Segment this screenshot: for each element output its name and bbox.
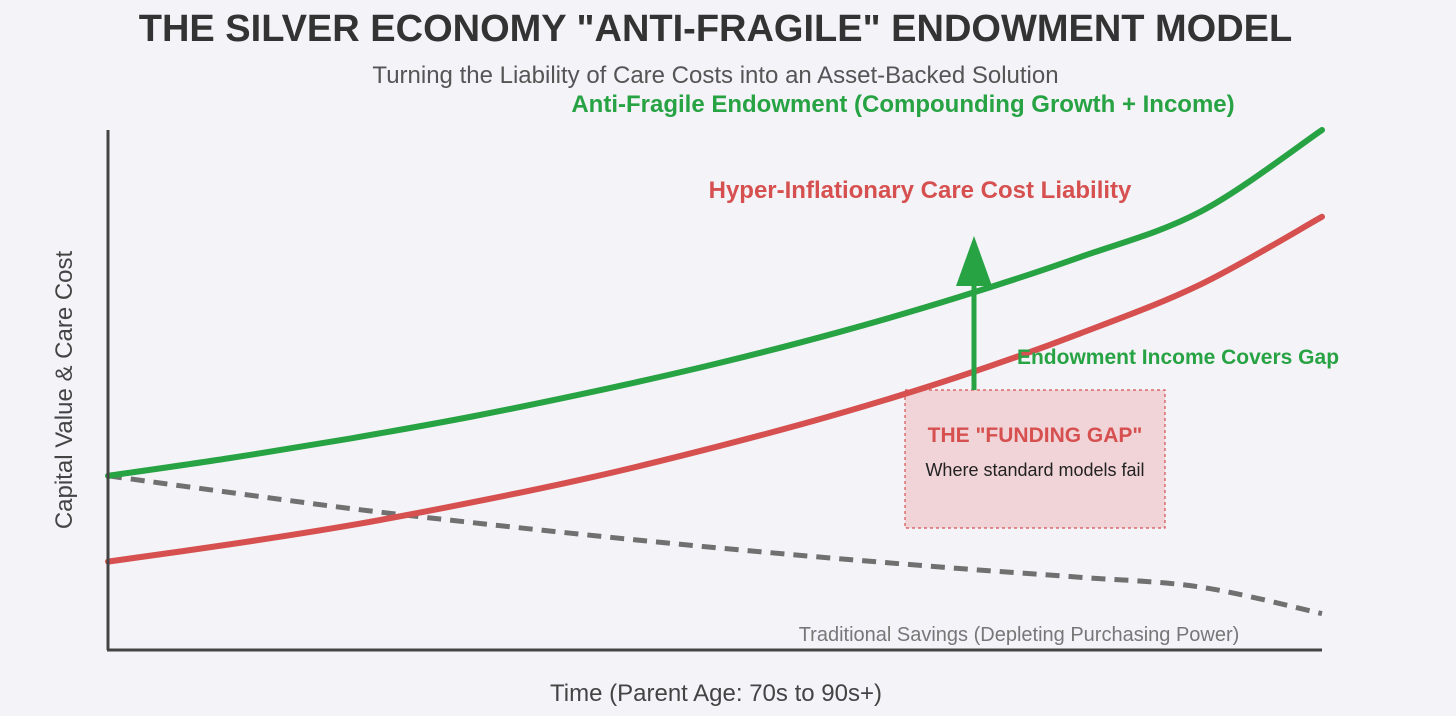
funding-gap-title: THE "FUNDING GAP": [928, 424, 1143, 447]
y-axis-label: Capital Value & Care Cost: [51, 250, 78, 529]
series-line-traditional-savings: [107, 473, 1323, 617]
endowment-income-label: Endowment Income Covers Gap: [1017, 346, 1339, 369]
care-cost-series-label: Hyper-Inflationary Care Cost Liability: [709, 177, 1132, 204]
chart-subtitle: Turning the Liability of Care Costs into…: [372, 62, 1059, 89]
funding-gap-subtitle: Where standard models fail: [925, 460, 1144, 480]
endowment-series-label: Anti-Fragile Endowment (Compounding Grow…: [571, 91, 1234, 118]
chart-title: THE SILVER ECONOMY "ANTI-FRAGILE" ENDOWM…: [138, 8, 1293, 50]
income-arrow-icon: [956, 236, 992, 286]
savings-series-label: Traditional Savings (Depleting Purchasin…: [799, 624, 1240, 646]
series-line-care-cost: [105, 213, 1325, 565]
x-axis-label: Time (Parent Age: 70s to 90s+): [550, 680, 882, 707]
series-line-endowment: [105, 127, 1325, 479]
funding-gap-box: [904, 389, 1166, 529]
